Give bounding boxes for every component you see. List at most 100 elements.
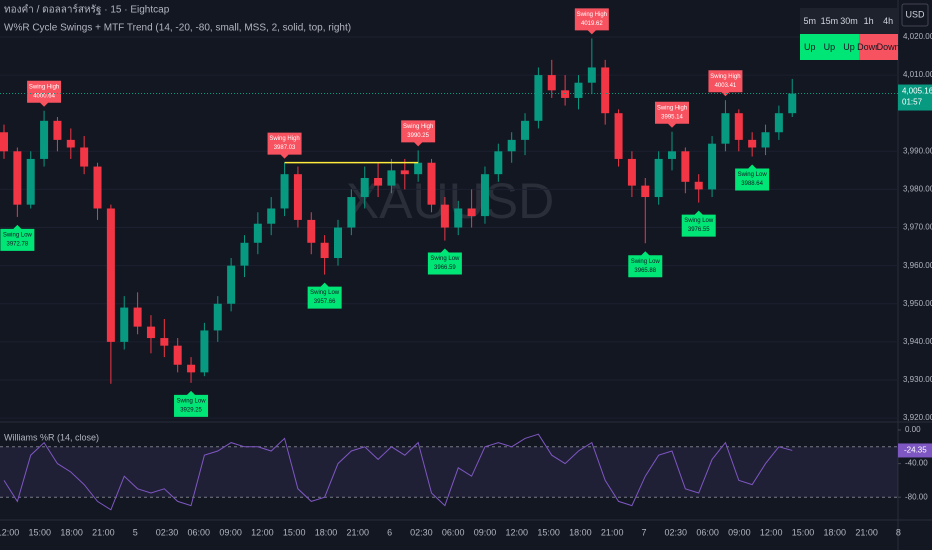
candle-body bbox=[240, 242, 249, 266]
y-tick-label: 3,950.00 bbox=[903, 299, 932, 308]
candle-body bbox=[480, 174, 489, 217]
swing-high-label: Swing High bbox=[269, 136, 299, 142]
candle-body bbox=[601, 67, 610, 114]
candle-body bbox=[267, 208, 276, 224]
swing-low-label: Swing Low bbox=[177, 398, 207, 404]
y-tick-label: 0.00 bbox=[905, 425, 921, 434]
candle-body bbox=[681, 151, 690, 182]
candle-body bbox=[334, 227, 342, 259]
y-tick-label: 4,020.00 bbox=[903, 32, 932, 41]
candle-body bbox=[40, 120, 49, 159]
x-tick-label: 18:00 bbox=[569, 527, 592, 537]
candle-body bbox=[534, 75, 543, 121]
x-tick-label: 12:00 bbox=[760, 527, 783, 537]
candle-body bbox=[400, 170, 409, 175]
candle-body bbox=[0, 132, 8, 152]
pane-title: Williams %R (14, close) bbox=[4, 432, 99, 442]
x-tick-label: 02:30 bbox=[156, 527, 179, 537]
candle-body bbox=[106, 208, 115, 342]
candle-body bbox=[748, 139, 757, 148]
swing-high-value: 4019.62 bbox=[581, 21, 603, 27]
swing-low-label: Swing Low bbox=[310, 290, 340, 296]
swing-high-box bbox=[27, 80, 62, 107]
y-tick-label: 3,940.00 bbox=[903, 337, 932, 346]
candle-body bbox=[120, 307, 129, 342]
swing-low-box bbox=[0, 224, 35, 251]
x-tick-label: 06:00 bbox=[188, 527, 211, 537]
swing-low-value: 3957.66 bbox=[314, 299, 336, 305]
mtf-table: 5m 15m 30m 1h 4h Up Up Up Down Down bbox=[800, 8, 900, 60]
trend: Up bbox=[800, 34, 820, 60]
candle-body bbox=[53, 120, 62, 140]
trend: Down bbox=[877, 34, 900, 60]
candle-body bbox=[414, 162, 423, 175]
candle-body bbox=[614, 113, 623, 159]
last-price-box bbox=[898, 84, 932, 111]
x-tick-label: 06:00 bbox=[442, 527, 465, 537]
x-tick-label: 12:00 bbox=[506, 527, 529, 537]
candle-body bbox=[507, 139, 516, 152]
candle-body bbox=[360, 177, 369, 198]
swing-low-box bbox=[427, 248, 462, 275]
candle-body bbox=[253, 223, 262, 243]
candle-body bbox=[668, 151, 676, 159]
candle-body bbox=[13, 151, 22, 205]
x-tick-label: 12:00 bbox=[0, 527, 19, 537]
wr-last-box bbox=[898, 443, 932, 458]
candle-body bbox=[200, 330, 209, 373]
candle-body bbox=[427, 162, 436, 205]
swing-high-label: Swing High bbox=[403, 124, 433, 130]
candle-body bbox=[280, 174, 289, 209]
x-tick-label: 15:00 bbox=[537, 527, 560, 537]
candle-body bbox=[561, 90, 570, 98]
swing-high-value: 4000.64 bbox=[33, 93, 55, 99]
candle-body bbox=[66, 139, 75, 148]
candle-body bbox=[467, 208, 476, 217]
x-tick-label: 09:00 bbox=[219, 527, 242, 537]
candle-body bbox=[734, 113, 743, 140]
swing-high-box bbox=[574, 8, 609, 35]
x-tick-label: 15:00 bbox=[792, 527, 815, 537]
timeframe: 4h bbox=[878, 8, 898, 34]
currency: USD bbox=[905, 9, 925, 19]
swing-low-label: Swing Low bbox=[631, 259, 661, 265]
x-tick-label: 6 bbox=[387, 527, 392, 537]
candle-body bbox=[293, 174, 302, 220]
swing-high-box bbox=[708, 70, 743, 97]
candles bbox=[0, 38, 797, 384]
x-tick-label: 02:30 bbox=[665, 527, 688, 537]
band bbox=[0, 446, 898, 498]
wr-last-value: -24.35 bbox=[904, 446, 927, 455]
timeframe: 30m bbox=[839, 8, 859, 34]
candle-body bbox=[133, 307, 142, 327]
candle-body bbox=[213, 303, 222, 331]
x-tick-label: 18:00 bbox=[315, 527, 338, 537]
candle-body bbox=[694, 181, 703, 190]
swing-low-value: 3966.59 bbox=[434, 265, 456, 271]
candle-body bbox=[774, 113, 783, 133]
symbol-title: ทองคำ / ดอลลาร์สหรัฐ · 15 · Eightcap bbox=[4, 4, 170, 16]
swing-low-label: Swing Low bbox=[738, 172, 768, 178]
currency-box[interactable] bbox=[901, 3, 929, 27]
x-tick-label: 06:00 bbox=[696, 527, 719, 537]
x-tick-label: 7 bbox=[641, 527, 646, 537]
candle-body bbox=[26, 158, 35, 205]
candle-body bbox=[708, 143, 717, 190]
x-tick-label: 18:00 bbox=[824, 527, 847, 537]
swing-high-value: 4003.41 bbox=[715, 83, 737, 89]
x-tick-label: 15:00 bbox=[283, 527, 306, 537]
x-tick-label: 09:00 bbox=[474, 527, 497, 537]
x-tick-label: 5 bbox=[133, 527, 138, 537]
y-tick-label: -40.00 bbox=[905, 459, 928, 468]
swing-low-box bbox=[174, 390, 209, 417]
candle-body bbox=[761, 132, 770, 148]
candle-body bbox=[788, 93, 797, 114]
candle-body bbox=[173, 345, 182, 365]
swing-high-label: Swing High bbox=[710, 74, 740, 80]
candle-body bbox=[80, 147, 89, 167]
swing-low-box bbox=[735, 164, 770, 191]
candle-body bbox=[227, 265, 236, 304]
swing-low-value: 3929.25 bbox=[180, 407, 202, 413]
